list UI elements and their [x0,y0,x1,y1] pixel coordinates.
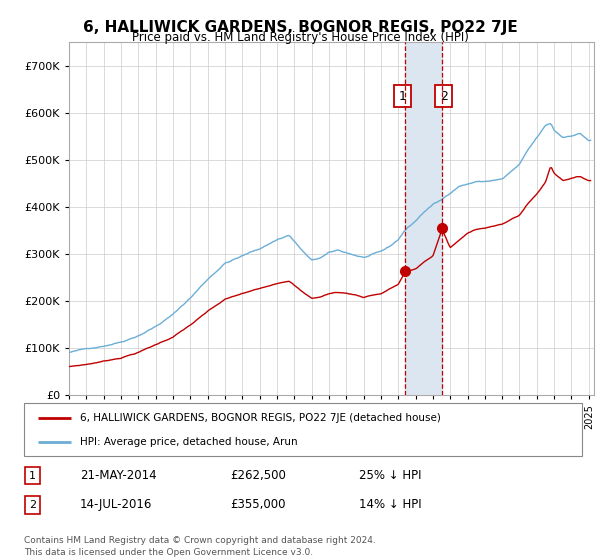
Text: Price paid vs. HM Land Registry's House Price Index (HPI): Price paid vs. HM Land Registry's House … [131,31,469,44]
Text: £262,500: £262,500 [230,469,286,482]
Text: 21-MAY-2014: 21-MAY-2014 [80,469,157,482]
Text: 6, HALLIWICK GARDENS, BOGNOR REGIS, PO22 7JE: 6, HALLIWICK GARDENS, BOGNOR REGIS, PO22… [83,20,517,35]
Bar [405,42,442,395]
Text: 1: 1 [29,470,36,480]
FancyBboxPatch shape [24,403,582,456]
Text: Contains HM Land Registry data © Crown copyright and database right 2024.
This d: Contains HM Land Registry data © Crown c… [24,536,376,557]
Text: 6, HALLIWICK GARDENS, BOGNOR REGIS, PO22 7JE (detached house): 6, HALLIWICK GARDENS, BOGNOR REGIS, PO22… [80,413,440,423]
Text: 1: 1 [398,90,406,102]
Text: £355,000: £355,000 [230,498,286,511]
Text: 14% ↓ HPI: 14% ↓ HPI [359,498,421,511]
Text: 25% ↓ HPI: 25% ↓ HPI [359,469,421,482]
Text: HPI: Average price, detached house, Arun: HPI: Average price, detached house, Arun [80,437,298,447]
Text: 14-JUL-2016: 14-JUL-2016 [80,498,152,511]
Text: 2: 2 [29,500,36,510]
Text: 2: 2 [440,90,448,102]
